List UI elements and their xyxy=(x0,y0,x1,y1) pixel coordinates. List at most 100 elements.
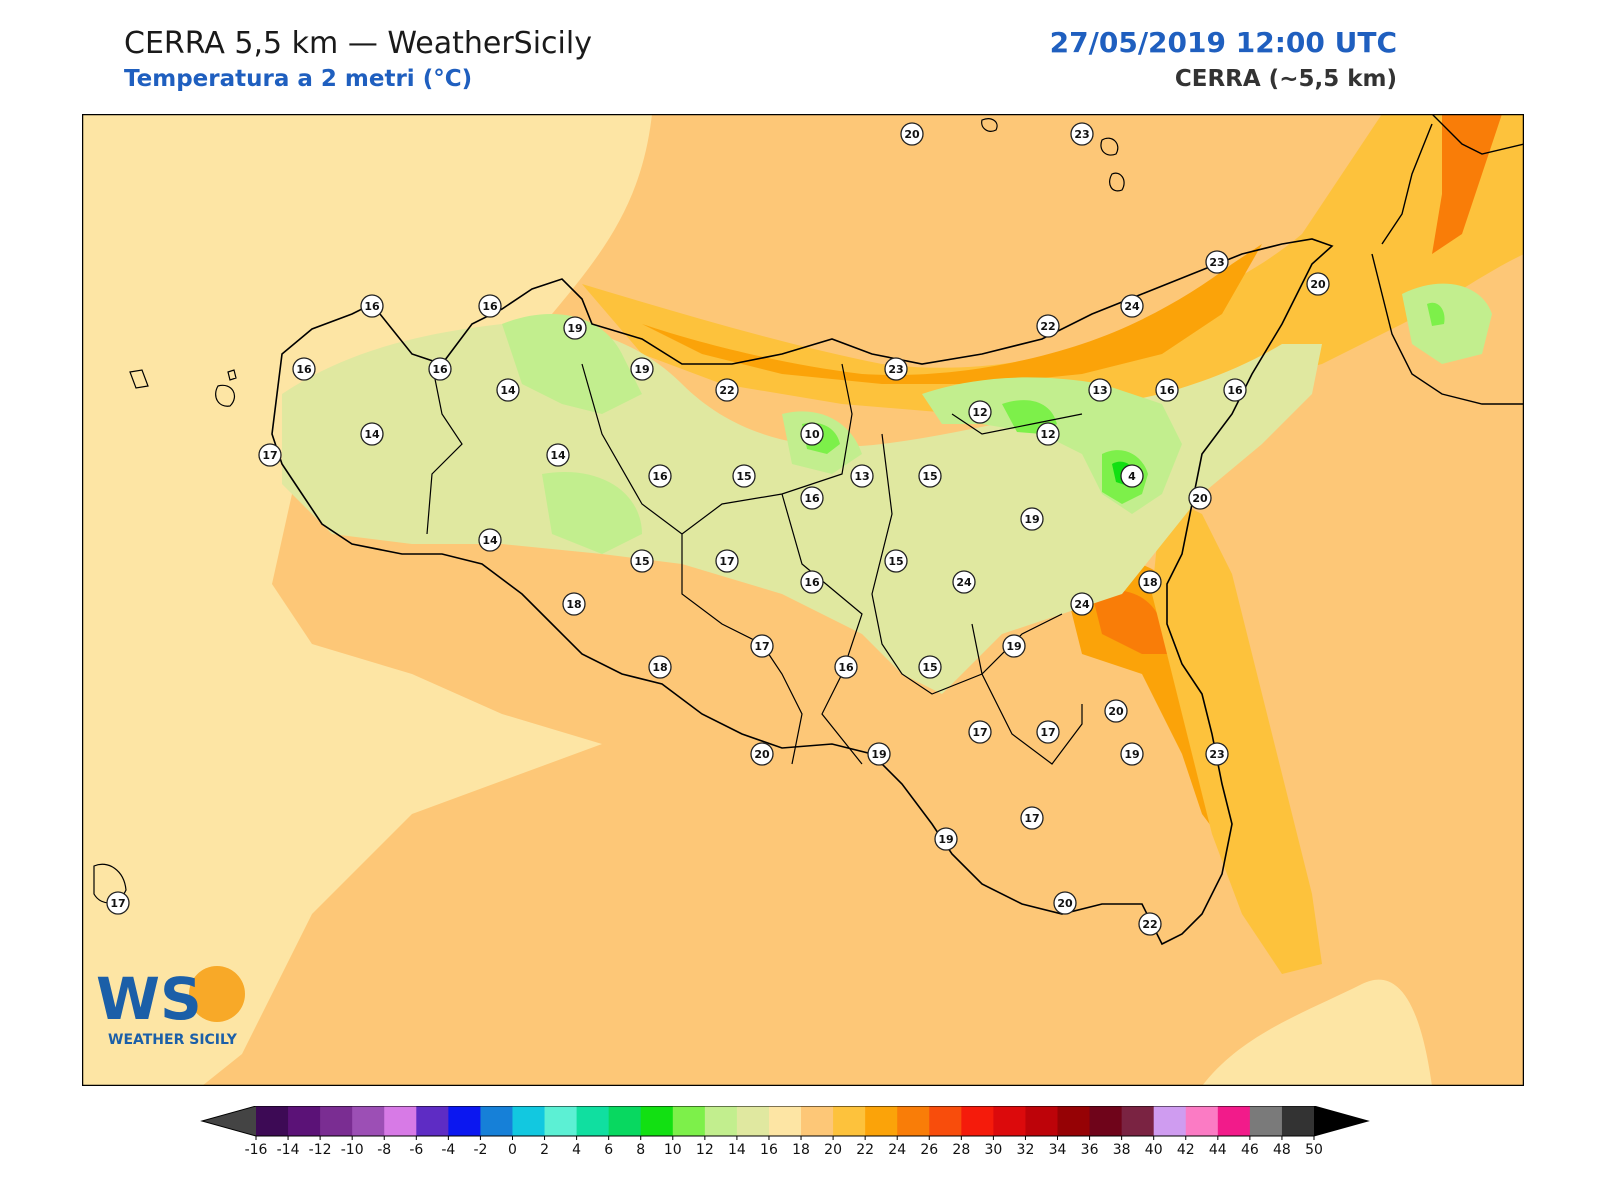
station-circle xyxy=(630,357,654,381)
station-value: 20 xyxy=(1108,705,1124,718)
colorbar-swatch xyxy=(416,1106,449,1136)
station-marker: 4 xyxy=(1120,464,1144,488)
station-circle xyxy=(867,742,891,766)
aeolian-islands xyxy=(981,118,1125,192)
field-red-orange-east xyxy=(1092,590,1172,654)
station-value: 19 xyxy=(634,363,649,376)
station-value: 17 xyxy=(972,726,987,739)
colorbar-under-arrow xyxy=(202,1106,256,1136)
station-circle xyxy=(562,592,586,616)
station-marker: 14 xyxy=(496,378,520,402)
station-value: 17 xyxy=(1040,726,1055,739)
station-value: 16 xyxy=(482,300,498,313)
station-value: 20 xyxy=(754,748,770,761)
station-circle xyxy=(1120,742,1144,766)
station-marker: 15 xyxy=(918,655,942,679)
station-value: 16 xyxy=(1159,384,1175,397)
colorbar-swatch xyxy=(320,1106,353,1136)
colorbar-tick-label: 2 xyxy=(540,1142,549,1158)
station-circle xyxy=(428,357,452,381)
station-circle xyxy=(1036,422,1060,446)
colorbar-tick-label: 18 xyxy=(792,1142,810,1158)
station-value: 22 xyxy=(719,384,734,397)
colorbar-swatch xyxy=(736,1106,770,1136)
station-value: 20 xyxy=(1310,278,1326,291)
station-value: 17 xyxy=(262,449,277,462)
station-marker: 20 xyxy=(1053,891,1077,915)
station-marker: 18 xyxy=(562,592,586,616)
station-circle xyxy=(850,464,874,488)
colorbar-tick-label: 50 xyxy=(1305,1142,1323,1158)
colorbar-tick-label: -14 xyxy=(277,1142,300,1158)
temperature-colorbar: -16 -14 -12 -10 -8 -6 -4 -2 0 2 4 6 8 10 12 14 16 18 20 22 2… xyxy=(200,1106,1370,1158)
station-circle xyxy=(106,891,130,915)
station-marker: 22 xyxy=(715,378,739,402)
station-marker: 14 xyxy=(360,422,384,446)
colorbar-tick-label: 24 xyxy=(888,1142,906,1158)
station-value: 17 xyxy=(754,640,769,653)
colorbar-swatch xyxy=(1153,1106,1187,1136)
station-value: 15 xyxy=(736,470,751,483)
temperature-map: 20 23 23 20 24 22 16 16 19 16 16 19 14 22 23 13 16 16 12 12… xyxy=(82,114,1524,1086)
station-circle xyxy=(1002,634,1026,658)
station-marker: 14 xyxy=(478,528,502,552)
colorbar-swatch xyxy=(704,1106,738,1136)
station-circle xyxy=(258,443,282,467)
station-circle xyxy=(1306,272,1330,296)
station-circle xyxy=(884,549,908,573)
colorbar-tick-label: -2 xyxy=(473,1142,487,1158)
colorbar-tick-label: -8 xyxy=(377,1142,391,1158)
station-marker: 15 xyxy=(732,464,756,488)
station-circle xyxy=(1120,294,1144,318)
station-value: 16 xyxy=(1227,384,1243,397)
station-value: 15 xyxy=(634,555,649,568)
field-cool-southeast xyxy=(1202,979,1432,1086)
colorbar-swatch xyxy=(768,1106,802,1136)
station-circle xyxy=(1088,378,1112,402)
station-value: 16 xyxy=(804,492,820,505)
field-east-coast-warm xyxy=(1152,494,1322,974)
calabria-coastline xyxy=(1371,114,1524,405)
station-marker: 24 xyxy=(952,570,976,594)
egadi-islands xyxy=(129,369,237,407)
station-value: 19 xyxy=(938,833,953,846)
station-marker: 10 xyxy=(800,422,824,446)
station-circle xyxy=(1138,912,1162,936)
station-circle xyxy=(800,486,824,510)
station-circle xyxy=(1155,378,1179,402)
station-value: 16 xyxy=(296,363,312,376)
colorbar-tick-label: 22 xyxy=(856,1142,874,1158)
colorbar-swatch xyxy=(576,1106,610,1136)
field-green-light xyxy=(502,283,1492,554)
station-marker: 17 xyxy=(1036,720,1060,744)
colorbar-tick-label: -6 xyxy=(409,1142,423,1158)
station-circle xyxy=(750,634,774,658)
station-circle xyxy=(1036,314,1060,338)
pantelleria-island xyxy=(93,863,127,904)
station-marker: 16 xyxy=(648,464,672,488)
field-orange-northeast xyxy=(1432,114,1502,254)
station-value: 19 xyxy=(1024,513,1039,526)
colorbar-swatch xyxy=(384,1106,417,1136)
logo-letters: WS xyxy=(96,965,202,1033)
station-circle xyxy=(715,549,739,573)
field-warm-north xyxy=(582,114,1524,414)
colorbar-tick-label: 8 xyxy=(636,1142,645,1158)
station-value: 24 xyxy=(1124,300,1140,313)
colorbar-tick-label: 36 xyxy=(1081,1142,1099,1158)
station-value: 13 xyxy=(854,470,869,483)
colorbar-swatch xyxy=(1057,1106,1091,1136)
station-marker: 17 xyxy=(968,720,992,744)
station-marker: 16 xyxy=(800,570,824,594)
station-circle xyxy=(1120,464,1144,488)
station-circle xyxy=(1223,378,1247,402)
station-value: 17 xyxy=(1024,812,1039,825)
station-circle xyxy=(800,422,824,446)
station-circle xyxy=(478,528,502,552)
station-value: 19 xyxy=(871,748,886,761)
colorbar-swatch xyxy=(480,1106,513,1136)
colorbar-swatch xyxy=(1249,1106,1283,1136)
colorbar-tick-label: -12 xyxy=(309,1142,332,1158)
station-circle xyxy=(1070,122,1094,146)
station-marker: 24 xyxy=(1070,592,1094,616)
